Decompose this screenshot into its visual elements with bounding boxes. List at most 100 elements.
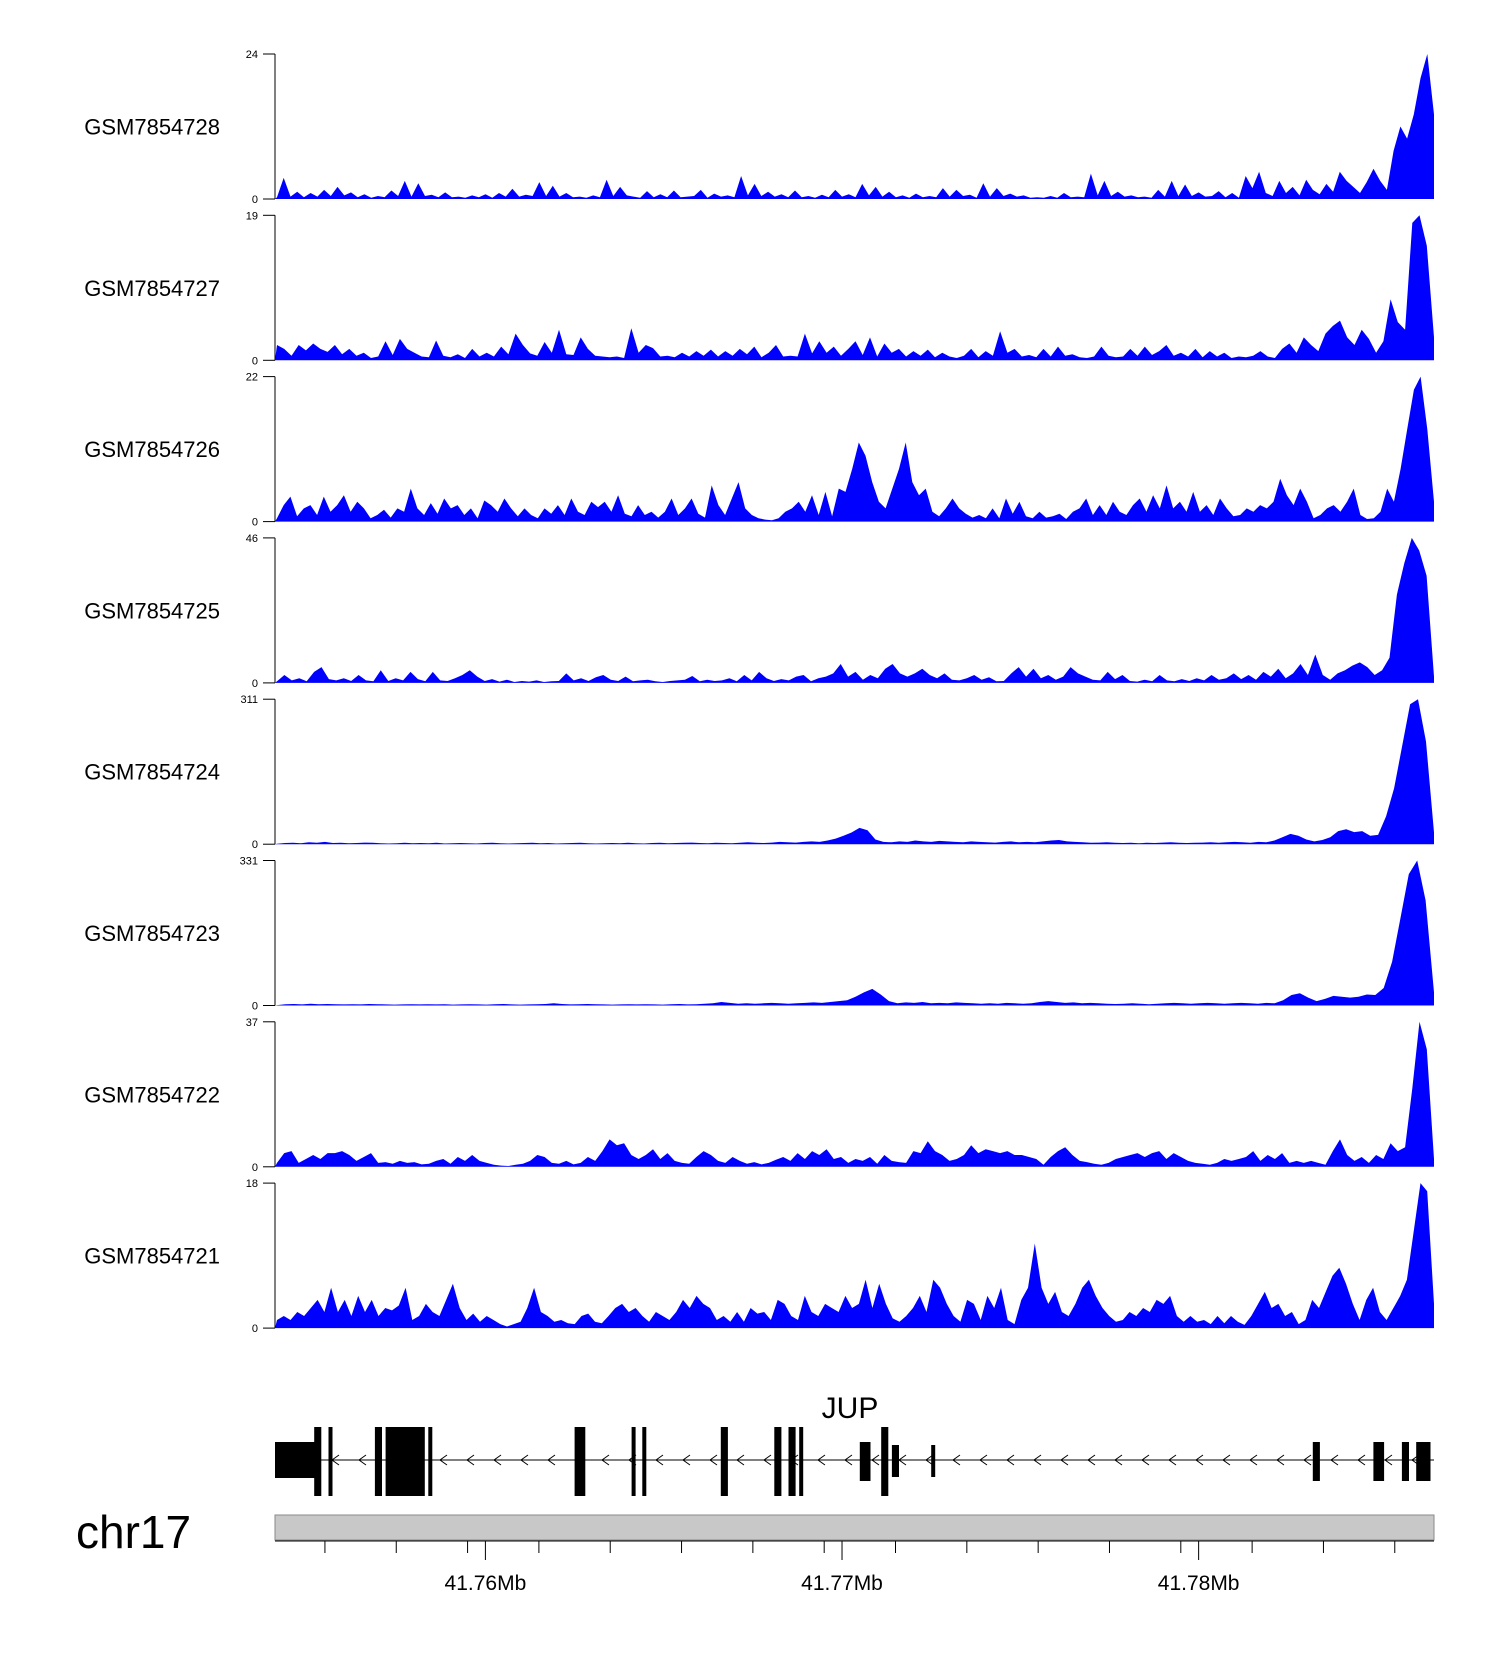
track-GSM7854724: GSM7854724 311 0	[84, 694, 1434, 851]
exon-block	[1312, 1442, 1320, 1481]
strand-arrow	[1330, 1454, 1339, 1466]
strand-arrow	[979, 1454, 988, 1466]
exon-block	[774, 1427, 782, 1496]
coverage-area	[275, 376, 1434, 522]
exon-block	[859, 1442, 871, 1481]
strand-arrow	[844, 1454, 853, 1466]
strand-arrow	[655, 1454, 664, 1466]
track-ymin-label: 0	[252, 1001, 258, 1013]
chromosome-ideogram-bar	[274, 1514, 1435, 1541]
track-GSM7854728: GSM7854728 24 0	[84, 49, 1434, 206]
strand-arrow	[763, 1454, 772, 1466]
strand-arrow	[682, 1454, 691, 1466]
coverage-area	[275, 699, 1434, 845]
exon-block	[931, 1445, 936, 1477]
gene-track: JUP	[275, 1392, 1434, 1496]
coverage-area	[275, 1021, 1434, 1167]
strand-arrow	[493, 1454, 502, 1466]
exon-block	[799, 1427, 804, 1496]
track-ymax-label: 46	[246, 533, 258, 545]
exon-block	[1401, 1442, 1409, 1481]
chromosome-label: chr17	[76, 1506, 191, 1558]
strand-arrow	[817, 1454, 826, 1466]
strand-arrow	[1222, 1454, 1231, 1466]
track-ymax-label: 22	[246, 372, 258, 384]
strand-arrow	[925, 1454, 934, 1466]
track-ymin-label: 0	[252, 355, 258, 367]
strand-arrow	[1249, 1454, 1258, 1466]
coverage-area	[275, 54, 1434, 199]
strand-arrow	[547, 1454, 556, 1466]
exon-block	[314, 1427, 322, 1496]
track-label: GSM7854724	[84, 760, 220, 785]
strand-arrow	[1195, 1454, 1204, 1466]
exon-block	[881, 1427, 889, 1496]
strand-arrow	[1168, 1454, 1177, 1466]
track-GSM7854722: GSM7854722 37 0	[84, 1017, 1434, 1174]
strand-arrow	[1060, 1454, 1069, 1466]
track-label: GSM7854726	[84, 437, 220, 462]
track-label: GSM7854728	[84, 115, 220, 140]
gene-name: JUP	[822, 1392, 879, 1425]
exon-block	[1373, 1442, 1385, 1481]
strand-arrow	[736, 1454, 745, 1466]
track-label: GSM7854721	[84, 1244, 220, 1269]
strand-arrow	[601, 1454, 610, 1466]
track-ymin-label: 0	[252, 1323, 258, 1335]
track-ymin-label: 0	[252, 839, 258, 851]
exon-block	[275, 1442, 318, 1478]
strand-arrow	[1384, 1454, 1393, 1466]
exon-block	[788, 1427, 796, 1496]
strand-arrow	[520, 1454, 529, 1466]
strand-arrow	[1303, 1454, 1312, 1466]
strand-arrow	[709, 1454, 718, 1466]
track-ymin-label: 0	[252, 194, 258, 206]
exon-block	[1416, 1442, 1431, 1481]
track-label: GSM7854727	[84, 276, 220, 301]
track-ymax-label: 19	[246, 210, 258, 222]
track-ymax-label: 37	[246, 1017, 258, 1029]
track-ymax-label: 331	[240, 856, 258, 868]
exon-block	[385, 1427, 425, 1496]
track-GSM7854725: GSM7854725 46 0	[84, 533, 1434, 690]
strand-arrow	[439, 1454, 448, 1466]
track-GSM7854721: GSM7854721 18 0	[84, 1178, 1434, 1335]
track-label: GSM7854725	[84, 598, 220, 623]
strand-arrow	[466, 1454, 475, 1466]
exon-block	[328, 1427, 333, 1496]
exon-block	[642, 1427, 647, 1496]
strand-arrow	[1087, 1454, 1096, 1466]
track-ymax-label: 311	[240, 694, 258, 706]
strand-arrow	[1357, 1454, 1366, 1466]
track-ymax-label: 18	[246, 1178, 258, 1190]
genome-axis-track: chr17 41.76Mb 41.77Mb 41.78Mb	[76, 1506, 1435, 1595]
coverage-area	[275, 215, 1434, 361]
track-GSM7854726: GSM7854726 22 0	[84, 372, 1434, 529]
axis-major-label: 41.76Mb	[445, 1572, 527, 1595]
coverage-area	[275, 860, 1434, 1006]
strand-arrow	[871, 1454, 880, 1466]
strand-arrow	[1114, 1454, 1123, 1466]
track-ymin-label: 0	[252, 678, 258, 690]
track-GSM7854723: GSM7854723 331 0	[84, 856, 1434, 1013]
track-label: GSM7854722	[84, 1082, 220, 1107]
strand-arrow	[952, 1454, 961, 1466]
strand-arrow	[358, 1454, 367, 1466]
exon-block	[631, 1427, 636, 1496]
exon-block	[374, 1427, 382, 1496]
exon-block	[891, 1445, 899, 1477]
track-GSM7854727: GSM7854727 19 0	[84, 210, 1434, 367]
track-label: GSM7854723	[84, 921, 220, 946]
strand-arrow	[1141, 1454, 1150, 1466]
coverage-tracks: GSM7854728240GSM7854727190GSM7854726220G…	[84, 49, 1434, 1335]
axis-major-label: 41.78Mb	[1158, 1572, 1240, 1595]
coverage-area	[275, 1183, 1434, 1329]
track-ymax-label: 24	[246, 49, 258, 61]
strand-arrow	[1006, 1454, 1015, 1466]
track-ymin-label: 0	[252, 1162, 258, 1174]
strand-arrow	[1276, 1454, 1285, 1466]
exon-block	[720, 1427, 728, 1496]
exon-block	[574, 1427, 586, 1496]
axis-major-label: 41.77Mb	[801, 1572, 883, 1595]
